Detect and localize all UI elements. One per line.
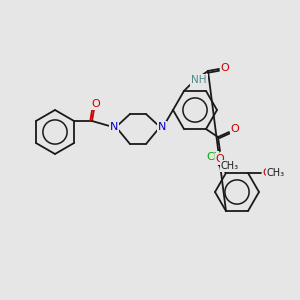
- Text: CH₃: CH₃: [267, 168, 285, 178]
- Text: O: O: [216, 154, 224, 164]
- Text: O: O: [262, 168, 272, 178]
- Text: O: O: [92, 99, 100, 109]
- Text: N: N: [158, 122, 166, 132]
- Text: O: O: [231, 124, 239, 134]
- Text: Cl: Cl: [207, 152, 218, 162]
- Text: CH₃: CH₃: [221, 161, 239, 171]
- Text: O: O: [220, 63, 230, 73]
- Text: NH: NH: [191, 75, 206, 85]
- Text: N: N: [110, 122, 118, 132]
